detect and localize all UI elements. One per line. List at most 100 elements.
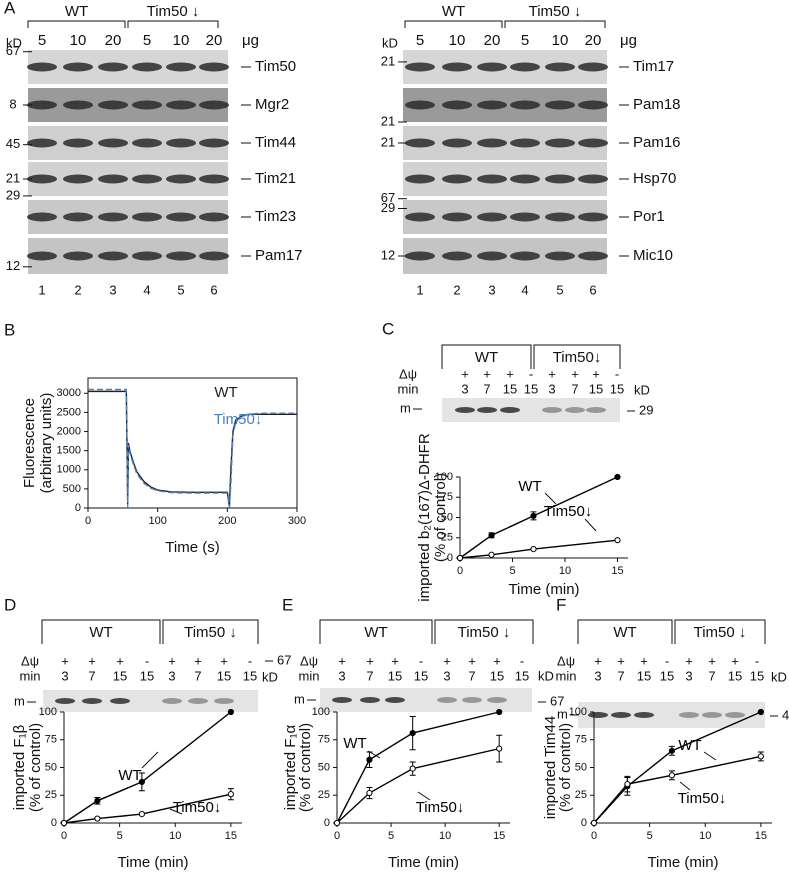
band [332, 697, 352, 703]
data-point [530, 512, 537, 519]
group-label: WT [442, 3, 465, 20]
size-marker: 21 [6, 170, 20, 185]
y-axis-label: (% of control) [432, 473, 449, 562]
data-point [668, 747, 675, 754]
time-label: 3 [338, 668, 345, 683]
data-point [530, 545, 537, 553]
dpsi-sign: + [708, 653, 716, 668]
y-tick-label: 0 [51, 817, 57, 829]
amount-label: 10 [173, 32, 190, 49]
band [578, 174, 608, 184]
time-label: 7 [194, 668, 201, 683]
x-axis-label: Time (min) [508, 581, 579, 598]
size-marker: 67 [381, 190, 395, 205]
band [455, 407, 475, 413]
band [166, 251, 196, 261]
series-line [459, 476, 618, 559]
data-point [488, 551, 495, 558]
band [437, 697, 457, 703]
time-label: 3 [461, 381, 468, 396]
y-tick-label: 25 [318, 789, 330, 801]
size-marker: 21 [381, 53, 395, 68]
data-point [227, 791, 234, 798]
band [166, 212, 196, 222]
lane-number: 5 [177, 282, 184, 297]
time-label: 15 [637, 668, 651, 683]
y-tick-label: 1500 [57, 445, 81, 457]
y-tick-label: 25 [441, 532, 453, 544]
band [110, 698, 130, 704]
group-label: WT [475, 349, 498, 366]
amount-label: 5 [143, 32, 151, 49]
protein-label: Tim21 [255, 170, 296, 187]
series-label: Tim50↓ [678, 790, 727, 807]
lane-number: 3 [488, 282, 495, 297]
band [442, 138, 472, 148]
amount-label: 20 [484, 32, 501, 49]
y-tick-label: 100 [435, 471, 453, 483]
time-label: 3 [443, 668, 450, 683]
m-label: m [557, 706, 568, 721]
band [55, 698, 75, 704]
band [63, 138, 93, 148]
group-bracket [27, 20, 126, 28]
y-axis-label: Fluorescence [21, 398, 38, 488]
time-label: 15 [140, 668, 154, 683]
panel-label: E [282, 595, 293, 614]
dpsi-sign: + [338, 653, 346, 668]
dpsi-sign: + [548, 366, 556, 381]
band [63, 174, 93, 184]
band [578, 251, 608, 261]
band [477, 138, 507, 148]
size-marker: 21 [381, 113, 395, 128]
y-tick-label: 75 [45, 734, 57, 746]
lane-number: 3 [109, 282, 116, 297]
band [132, 251, 162, 261]
amount-label: 5 [521, 32, 529, 49]
dpsi-sign: - [755, 653, 759, 668]
band [82, 698, 102, 704]
group-label: Tim50 ↓ [147, 3, 200, 20]
band [132, 212, 162, 222]
leader-line [584, 518, 597, 532]
panel-label: A [4, 0, 16, 17]
protein-label: Tim17 [633, 58, 674, 75]
data-point [138, 811, 145, 818]
data-point [624, 781, 631, 788]
time-label: 15 [750, 668, 764, 683]
band [588, 712, 608, 718]
dpsi-sign: + [116, 653, 124, 668]
dpsi-sign: + [468, 653, 476, 668]
y-tick-label: 2500 [57, 406, 81, 418]
time-label: 3 [168, 668, 175, 683]
series-line [336, 747, 500, 824]
min-label: min [299, 668, 320, 683]
y-tick-label: 3000 [57, 387, 81, 399]
band [578, 62, 608, 72]
lane-number: 4 [143, 282, 150, 297]
band [132, 100, 162, 110]
band [702, 712, 722, 718]
group-label: Tim50 ↓ [529, 3, 582, 20]
band [578, 100, 608, 110]
band [199, 138, 229, 148]
time-label: 7 [571, 381, 578, 396]
y-axis-label: imported F₁β [11, 724, 28, 810]
group-bracket [441, 344, 532, 369]
group-bracket [674, 619, 766, 644]
y-axis-label: (arbitrary units) [38, 393, 55, 494]
data-point [333, 819, 341, 827]
y-tick-label: 0 [447, 552, 453, 564]
panel-label: F [556, 595, 566, 614]
band [166, 138, 196, 148]
y-axis-label: (% of control) [27, 723, 44, 812]
time-label: 15 [728, 668, 742, 683]
time-label: 15 [243, 668, 257, 683]
leader-line [417, 791, 431, 801]
y-tick-label: 50 [318, 761, 330, 773]
series-line [63, 793, 232, 824]
min-label: min [398, 381, 419, 396]
amount-label: 10 [70, 32, 87, 49]
y-axis-label: imported b₂(167)Δ-DHFR [416, 433, 433, 602]
band [132, 138, 162, 148]
